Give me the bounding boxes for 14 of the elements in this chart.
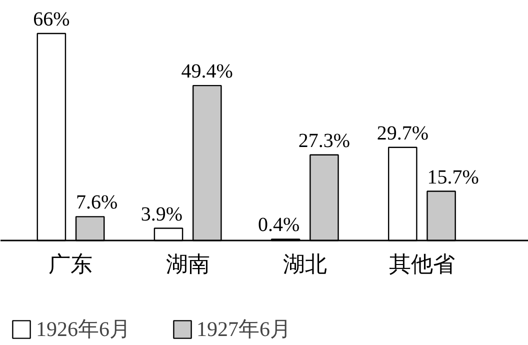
legend-label: 1927年6月 xyxy=(196,316,291,343)
x-tick-label: 湖北 xyxy=(282,252,327,278)
data-label: 29.7% xyxy=(376,122,428,144)
data-label: 7.6% xyxy=(76,192,118,214)
data-label: 0.4% xyxy=(258,214,300,236)
data-label: 49.4% xyxy=(181,60,233,83)
data-label: 3.9% xyxy=(140,203,183,226)
data-label: 27.3% xyxy=(298,130,350,152)
x-tick-label: 广东 xyxy=(48,252,93,278)
x-tick-label: 其他省 xyxy=(388,252,455,278)
data-label: 66% xyxy=(33,8,70,30)
legend-label: 1926年6月 xyxy=(36,316,130,343)
x-tick-label: 湖南 xyxy=(166,252,210,278)
data-label: 15.7% xyxy=(427,166,479,188)
